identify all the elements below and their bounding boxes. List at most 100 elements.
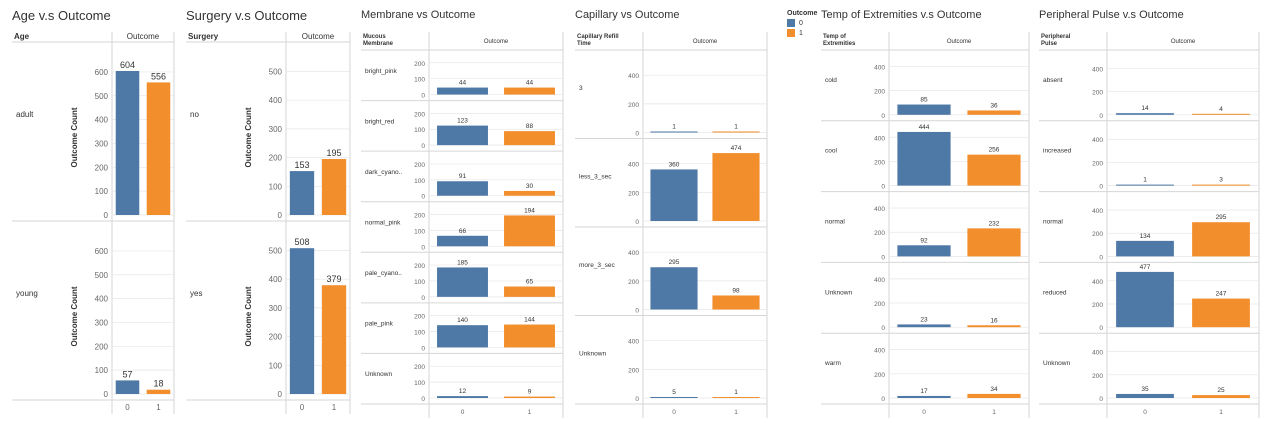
- pulse-bar-4-1: [1192, 395, 1250, 398]
- pulse-bar-label-4-1: 25: [1217, 387, 1225, 394]
- membrane-xcat-1: 1: [528, 409, 532, 416]
- surgery-tick-1-1: 100: [269, 361, 283, 370]
- membrane-bar-1-1: [504, 131, 555, 146]
- capillary-tick-0-0: 0: [635, 131, 639, 138]
- membrane-tick-5-1: 100: [414, 330, 425, 337]
- age-tick-1-2: 200: [95, 342, 109, 351]
- age-col-header: Outcome: [127, 32, 160, 41]
- age-tick-0-0: 0: [104, 211, 109, 220]
- age-bar-0-1: [146, 82, 171, 216]
- temp-tick-0-0: 0: [881, 113, 885, 120]
- membrane-row-label-3: normal_pink: [365, 219, 401, 226]
- age-tick-0-6: 600: [95, 68, 109, 77]
- pulse-tick-0-1: 200: [1092, 90, 1103, 97]
- surgery-tick-1-4: 400: [269, 275, 283, 284]
- pulse-tick-3-1: 200: [1092, 302, 1103, 309]
- temp-col-header: Outcome: [947, 39, 972, 45]
- membrane-bar-label-6-1: 9: [528, 389, 532, 396]
- pulse-bar-label-0-1: 4: [1219, 106, 1223, 113]
- temp-row-label-2: normal: [825, 218, 845, 225]
- age-tick-0-2: 200: [95, 163, 109, 172]
- age-bar-1-1: [146, 389, 171, 394]
- membrane-bar-label-3-0: 66: [459, 228, 467, 235]
- membrane-bar-6-1: [504, 396, 555, 398]
- age-xcat-0: 0: [125, 403, 130, 412]
- temp-bar-label-0-1: 36: [990, 102, 998, 109]
- age-ylabel-1: Outcome Count: [70, 286, 79, 346]
- membrane-bar-4-1: [504, 286, 555, 297]
- membrane-bar-label-3-1: 194: [524, 207, 535, 214]
- pulse-tick-4-1: 200: [1092, 373, 1103, 380]
- capillary-tick-2-2: 400: [628, 250, 639, 257]
- membrane-bar-label-2-0: 91: [459, 173, 467, 180]
- capillary-tick-2-1: 200: [628, 279, 639, 286]
- capillary-row-label-1: less_3_sec: [579, 173, 612, 180]
- pulse-bar-0-0: [1116, 113, 1174, 115]
- temp-bar-2-1: [967, 228, 1021, 257]
- age-bar-0-0: [115, 70, 140, 215]
- temp-title: Temp of Extremities v.s Outcome: [821, 9, 982, 21]
- membrane-tick-3-2: 200: [414, 212, 425, 219]
- temp-row-label-1: cool: [825, 148, 837, 155]
- membrane-bar-3-1: [504, 215, 555, 247]
- capillary-col-header: Outcome: [693, 39, 718, 45]
- membrane-tick-5-2: 200: [414, 314, 425, 321]
- membrane-title: Membrane vs Outcome: [361, 9, 475, 21]
- surgery-bar-1-1: [321, 285, 347, 394]
- pulse-tick-3-2: 400: [1092, 279, 1103, 286]
- capillary-bar-3-0: [650, 397, 698, 398]
- membrane-bar-label-1-1: 88: [526, 123, 534, 130]
- membrane-tick-1-1: 100: [414, 127, 425, 134]
- surgery-col-header: Outcome: [302, 32, 335, 41]
- capillary-tick-0-2: 400: [628, 73, 639, 80]
- membrane-bar-5-1: [504, 324, 555, 348]
- temp-bar-3-1: [967, 325, 1021, 328]
- capillary-bar-label-0-1: 1: [734, 124, 738, 131]
- surgery-tick-0-4: 400: [269, 96, 283, 105]
- capillary-bar-0-0: [650, 131, 698, 133]
- pulse-bar-3-1: [1192, 298, 1250, 328]
- membrane-row-header-line2: Membrane: [363, 41, 394, 47]
- membrane-bar-label-5-0: 140: [457, 317, 468, 324]
- legend-label-0: 0: [799, 19, 803, 27]
- membrane-tick-6-1: 100: [414, 380, 425, 387]
- membrane-bar-3-0: [437, 235, 488, 247]
- pulse-tick-4-0: 0: [1099, 396, 1103, 403]
- capillary-row-header-line1: Capillary Refill: [577, 34, 619, 40]
- surgery-tick-0-5: 500: [269, 67, 283, 76]
- surgery-tick-0-1: 100: [269, 182, 283, 191]
- capillary-row-header-line2: Time: [577, 41, 592, 47]
- age-tick-1-5: 500: [95, 271, 109, 280]
- legend-swatch-0: [787, 19, 795, 27]
- surgery-ylabel-0: Outcome Count: [244, 107, 253, 167]
- age-bar-label-1-1: 18: [153, 379, 163, 389]
- pulse-bar-2-1: [1192, 222, 1250, 257]
- membrane-row-label-1: bright_red: [365, 118, 395, 125]
- capillary-bar-label-2-0: 295: [669, 259, 680, 266]
- pulse-row-header-line1: Peripheral: [1041, 34, 1071, 40]
- temp-tick-2-0: 0: [881, 254, 885, 261]
- membrane-bar-label-4-1: 65: [526, 279, 534, 286]
- temp-bar-label-2-1: 232: [989, 220, 1000, 227]
- temp-tick-3-1: 200: [874, 301, 885, 308]
- surgery-tick-0-0: 0: [278, 211, 283, 220]
- capillary-row-label-3: Unknown: [579, 350, 606, 357]
- age-tick-1-3: 300: [95, 318, 109, 327]
- membrane-bar-label-5-1: 144: [524, 317, 535, 324]
- legend-label-1: 1: [799, 29, 803, 37]
- pulse-row-label-4: Unknown: [1043, 360, 1070, 367]
- membrane-tick-2-0: 0: [421, 194, 425, 201]
- surgery-xcat-1: 1: [332, 403, 337, 412]
- pulse-row-label-0: absent: [1043, 77, 1063, 84]
- membrane-row-label-6: Unknown: [365, 371, 392, 378]
- membrane-xcat-0: 0: [461, 409, 465, 416]
- pulse-tick-1-1: 200: [1092, 160, 1103, 167]
- surgery-xcat-0: 0: [300, 403, 305, 412]
- membrane-tick-3-0: 0: [421, 244, 425, 251]
- membrane-tick-4-2: 200: [414, 263, 425, 270]
- temp-tick-1-2: 400: [874, 135, 885, 142]
- age-bar-label-0-0: 604: [120, 60, 135, 70]
- membrane-bar-2-0: [437, 181, 488, 196]
- pulse-bar-label-4-0: 35: [1141, 386, 1149, 393]
- capillary-bar-label-3-1: 1: [734, 389, 738, 396]
